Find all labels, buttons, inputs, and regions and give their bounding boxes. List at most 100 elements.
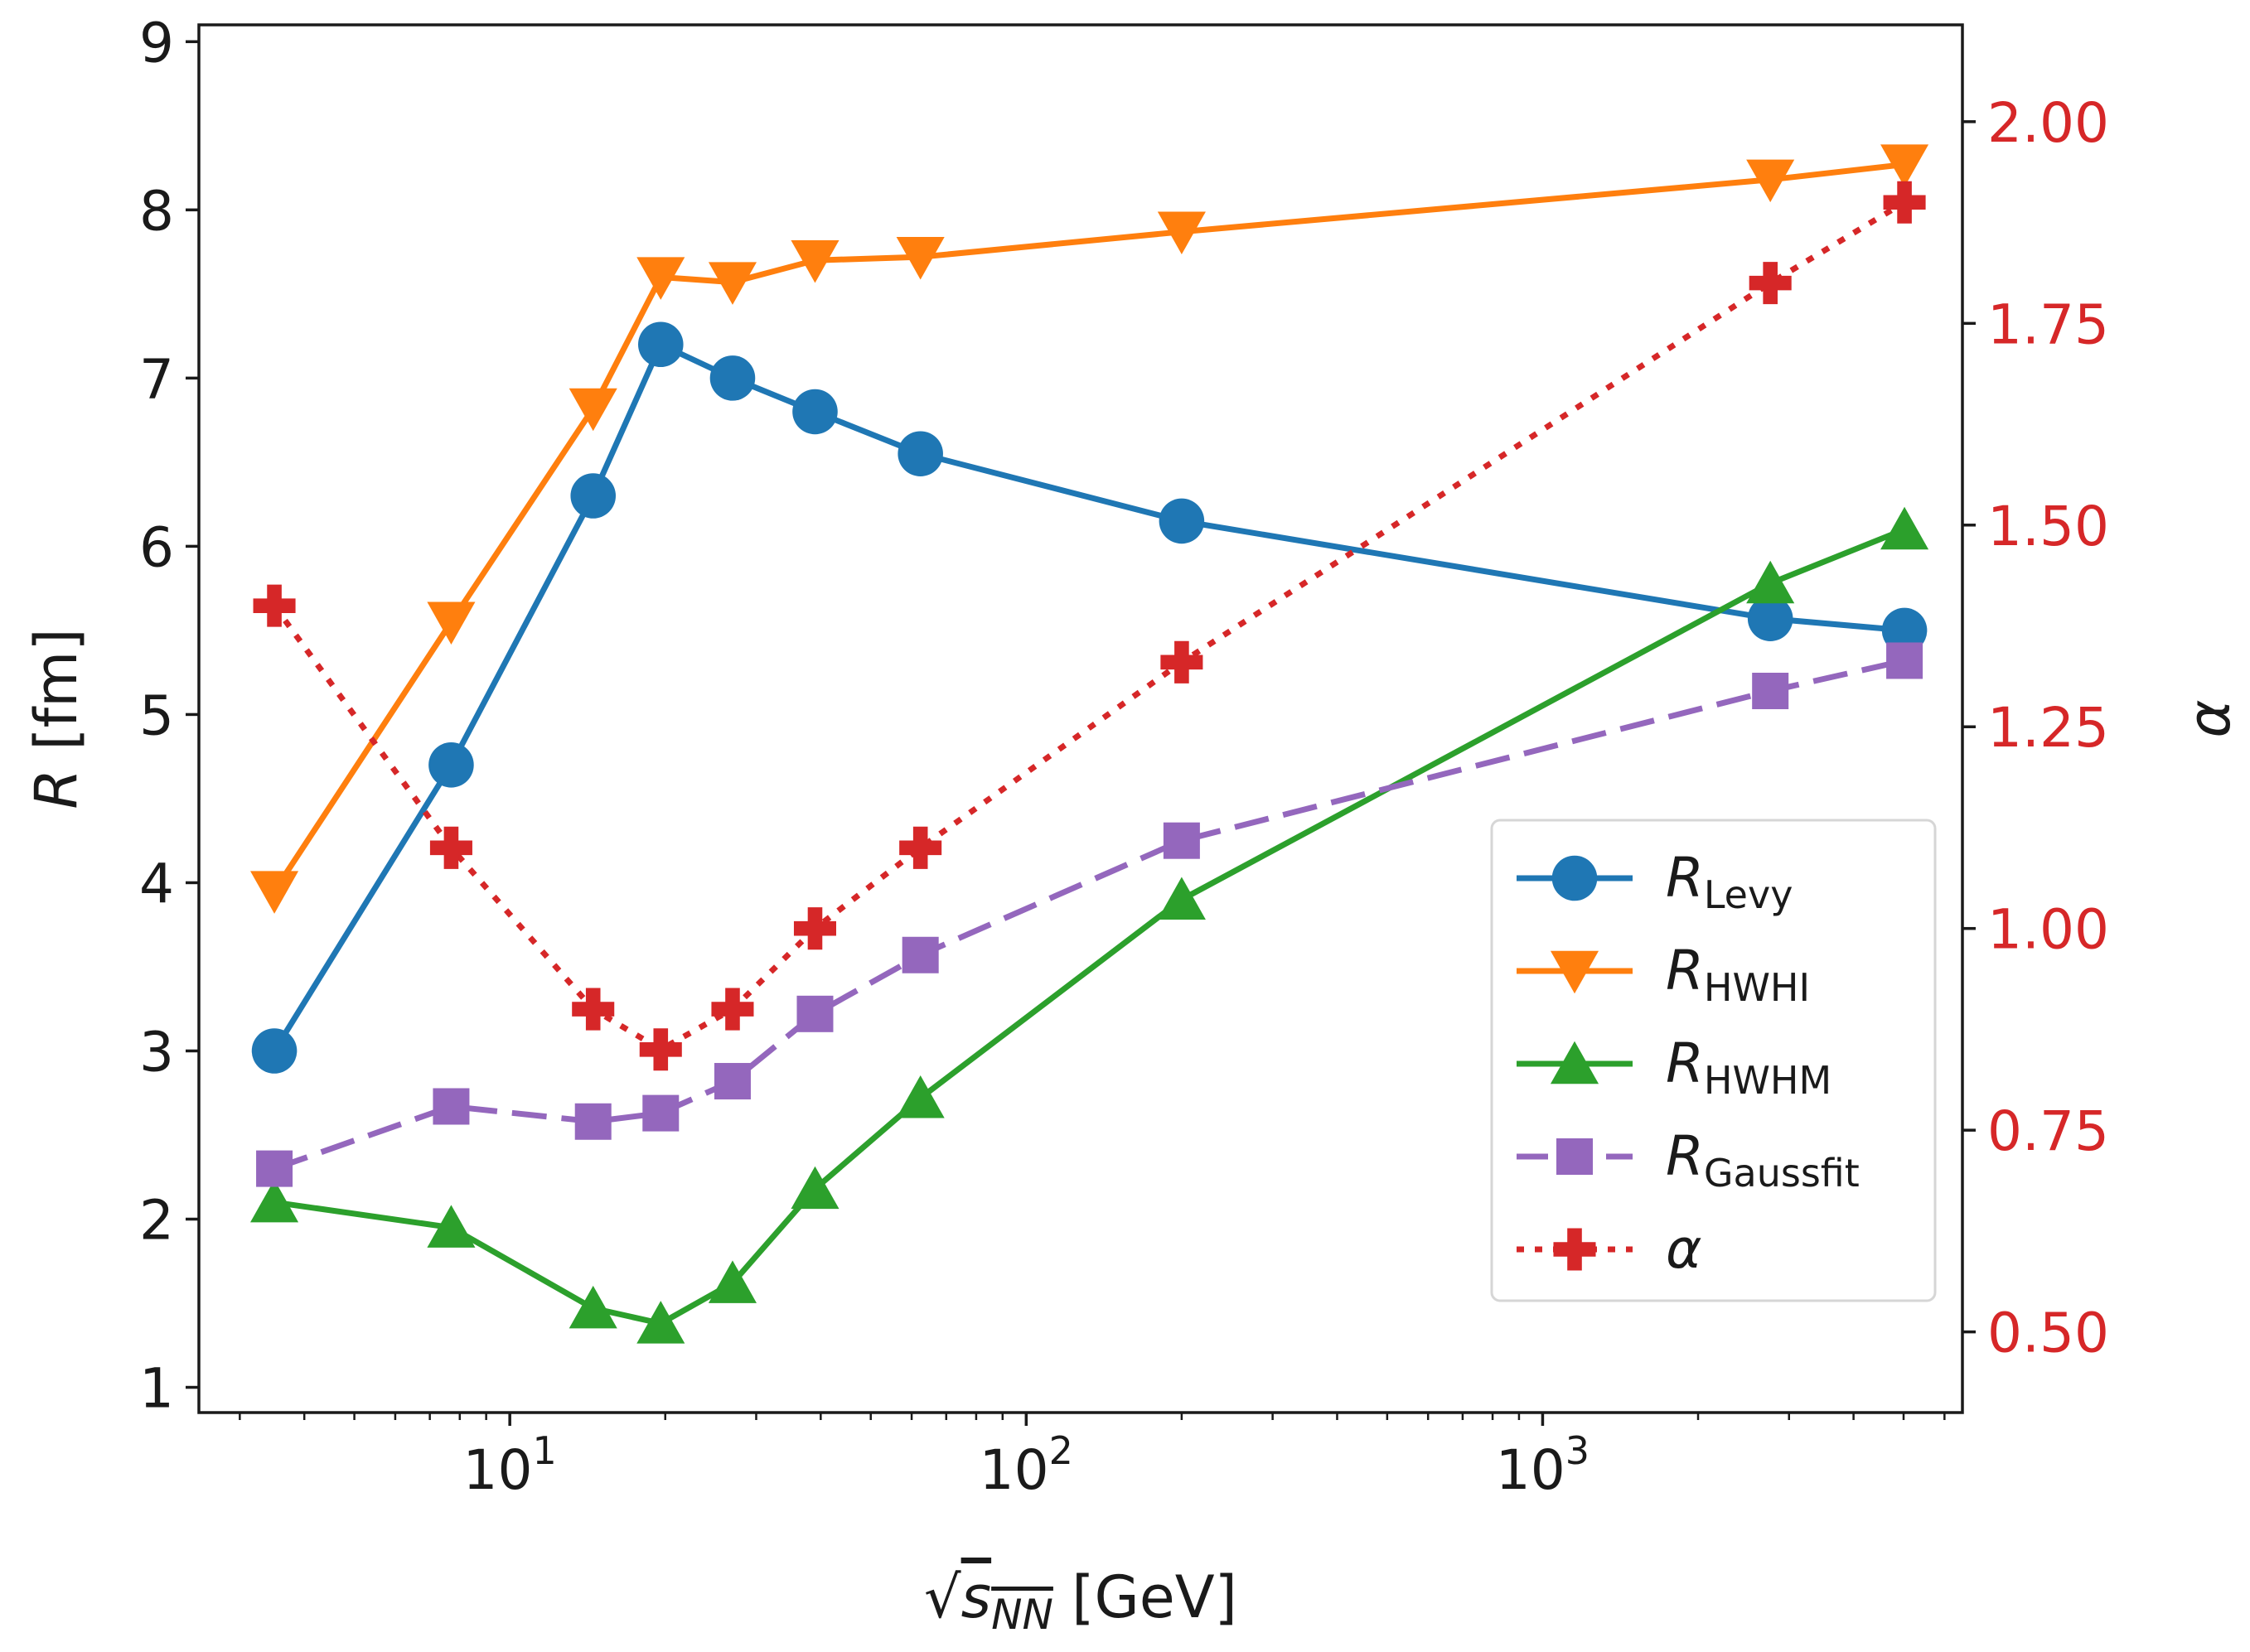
- data-point-hwhi-3: [636, 257, 685, 300]
- data-point-alpha-3: [639, 1028, 682, 1071]
- plot-frame: [197, 23, 1964, 1414]
- y2-tick-label: 0.75: [1987, 1099, 2109, 1163]
- y-axis-left: 1 2 3 4 5 6 7 8 9: [139, 11, 199, 1421]
- series-line-gaussfit: [273, 658, 1905, 1171]
- series-hwhm: [250, 506, 1929, 1344]
- data-point-gaussfit-2: [574, 1103, 612, 1140]
- legend-item-hwhm: RHWHM: [1517, 1031, 1831, 1103]
- y-tick-label: 4: [139, 852, 174, 915]
- data-point-alpha-9: [1883, 181, 1926, 224]
- data-point-hwhi-6: [896, 236, 945, 280]
- legend-item-alpha: α: [1517, 1217, 1702, 1281]
- data-point-alpha-4: [711, 988, 754, 1031]
- data-point-hwhm-2: [569, 1285, 617, 1329]
- data-point-alpha-6: [899, 826, 942, 869]
- y-tick-label: 6: [139, 515, 174, 579]
- legend-swatch-marker: [1551, 855, 1598, 901]
- data-point-hwhm-3: [636, 1301, 685, 1344]
- data-point-levy-3: [638, 321, 684, 368]
- y-tick-label: 3: [139, 1020, 174, 1084]
- x-tick-label: 103: [1496, 1428, 1590, 1502]
- data-point-levy-8: [1747, 596, 1793, 641]
- data-point-hwhi-7: [1157, 211, 1206, 255]
- y-tick-label: 7: [139, 347, 174, 411]
- x-tick-label: 101: [463, 1428, 557, 1502]
- data-point-hwhm-7: [1157, 877, 1206, 920]
- data-point-levy-1: [428, 742, 474, 788]
- y2-tick-label: 1.75: [1987, 292, 2109, 356]
- data-point-gaussfit-0: [256, 1150, 293, 1187]
- legend-label: RLevy: [1666, 846, 1793, 917]
- data-point-hwhi-9: [1880, 144, 1929, 187]
- legend-item-gaussfit: RGaussfit: [1517, 1124, 1860, 1196]
- data-point-gaussfit-9: [1886, 642, 1923, 679]
- data-point-gaussfit-5: [796, 995, 834, 1032]
- y-tick-label: 1: [139, 1357, 174, 1421]
- legend-box: [1490, 819, 1937, 1302]
- data-point-hwhi-0: [250, 871, 299, 914]
- data-point-levy-4: [709, 355, 756, 401]
- y2-tick-label: 2.00: [1987, 91, 2109, 155]
- series-gaussfit: [256, 642, 1923, 1187]
- series-line-levy: [272, 341, 1905, 1053]
- data-point-gaussfit-8: [1752, 673, 1789, 709]
- data-point-levy-7: [1159, 498, 1205, 544]
- series-layer: [250, 144, 1929, 1344]
- y-axis-right: 0.50 0.75 1.00 1.25 1.50 1.75 2.00: [1962, 91, 2109, 1365]
- legend-swatch-marker: [1553, 1228, 1596, 1271]
- legend-swatch-marker: [1556, 1138, 1593, 1175]
- y-tick-label: 5: [139, 684, 174, 747]
- data-point-alpha-7: [1160, 640, 1203, 684]
- legend-swatch-marker: [1550, 950, 1599, 994]
- data-point-levy-2: [570, 473, 617, 519]
- legend-label: RHWHI: [1666, 939, 1810, 1010]
- data-point-gaussfit-3: [642, 1094, 680, 1132]
- data-point-hwhi-5: [791, 240, 840, 283]
- data-point-hwhi-1: [427, 601, 476, 645]
- x-axis: 101 102 103: [239, 1413, 1946, 1502]
- series-line-alpha: [272, 200, 1906, 1053]
- x-axis-title: √sNN [GeV]: [924, 1563, 1237, 1639]
- data-point-alpha-5: [793, 907, 837, 950]
- data-point-hwhm-6: [896, 1075, 945, 1118]
- data-point-hwhm-8: [1746, 560, 1795, 604]
- x-tick-label: 102: [980, 1428, 1073, 1502]
- y2-tick-label: 0.50: [1987, 1302, 2109, 1365]
- series-line-hwhm: [273, 526, 1906, 1326]
- y2-tick-label: 1.50: [1987, 495, 2109, 558]
- data-point-gaussfit-1: [433, 1088, 470, 1125]
- data-point-levy-9: [1881, 607, 1928, 654]
- data-point-hwhm-0: [250, 1179, 299, 1223]
- y-tick-label: 2: [139, 1189, 174, 1253]
- series-line-hwhi: [272, 162, 1905, 893]
- y-tick-label: 8: [139, 179, 174, 243]
- data-point-hwhi-4: [708, 262, 757, 305]
- y2-axis-title: α: [2175, 699, 2243, 737]
- data-point-alpha-8: [1749, 262, 1792, 305]
- legend-label: α: [1666, 1217, 1702, 1281]
- data-point-hwhm-4: [708, 1260, 757, 1303]
- legend-label: RHWHM: [1666, 1031, 1831, 1103]
- series-levy: [251, 321, 1928, 1074]
- y-axis-title: R [fm]: [22, 628, 90, 809]
- data-point-alpha-1: [429, 826, 472, 869]
- data-point-hwhm-5: [791, 1166, 840, 1210]
- data-point-gaussfit-7: [1163, 822, 1200, 859]
- data-point-hwhm-1: [427, 1205, 476, 1248]
- legend: RLevy RHWHI RHWHM RGaussfit α: [1490, 819, 1937, 1302]
- data-point-levy-6: [898, 431, 943, 477]
- data-point-hwhi-8: [1746, 159, 1795, 203]
- data-point-gaussfit-6: [902, 936, 939, 973]
- data-point-gaussfit-4: [714, 1063, 751, 1100]
- data-point-alpha-0: [253, 584, 296, 627]
- legend-swatch-marker: [1550, 1041, 1599, 1084]
- data-point-levy-5: [792, 389, 838, 435]
- data-point-levy-0: [251, 1028, 298, 1074]
- data-point-hwhm-9: [1880, 506, 1929, 550]
- axes-layer: 101 102 103 1 2 3 4 5 6 7 8 9 0.50 0.75 1.00 1.25 1.50 1.…: [22, 11, 2243, 1639]
- series-alpha: [253, 181, 1926, 1071]
- data-point-alpha-2: [572, 988, 615, 1031]
- legend-label: RGaussfit: [1666, 1124, 1860, 1196]
- y2-tick-label: 1.25: [1987, 696, 2109, 760]
